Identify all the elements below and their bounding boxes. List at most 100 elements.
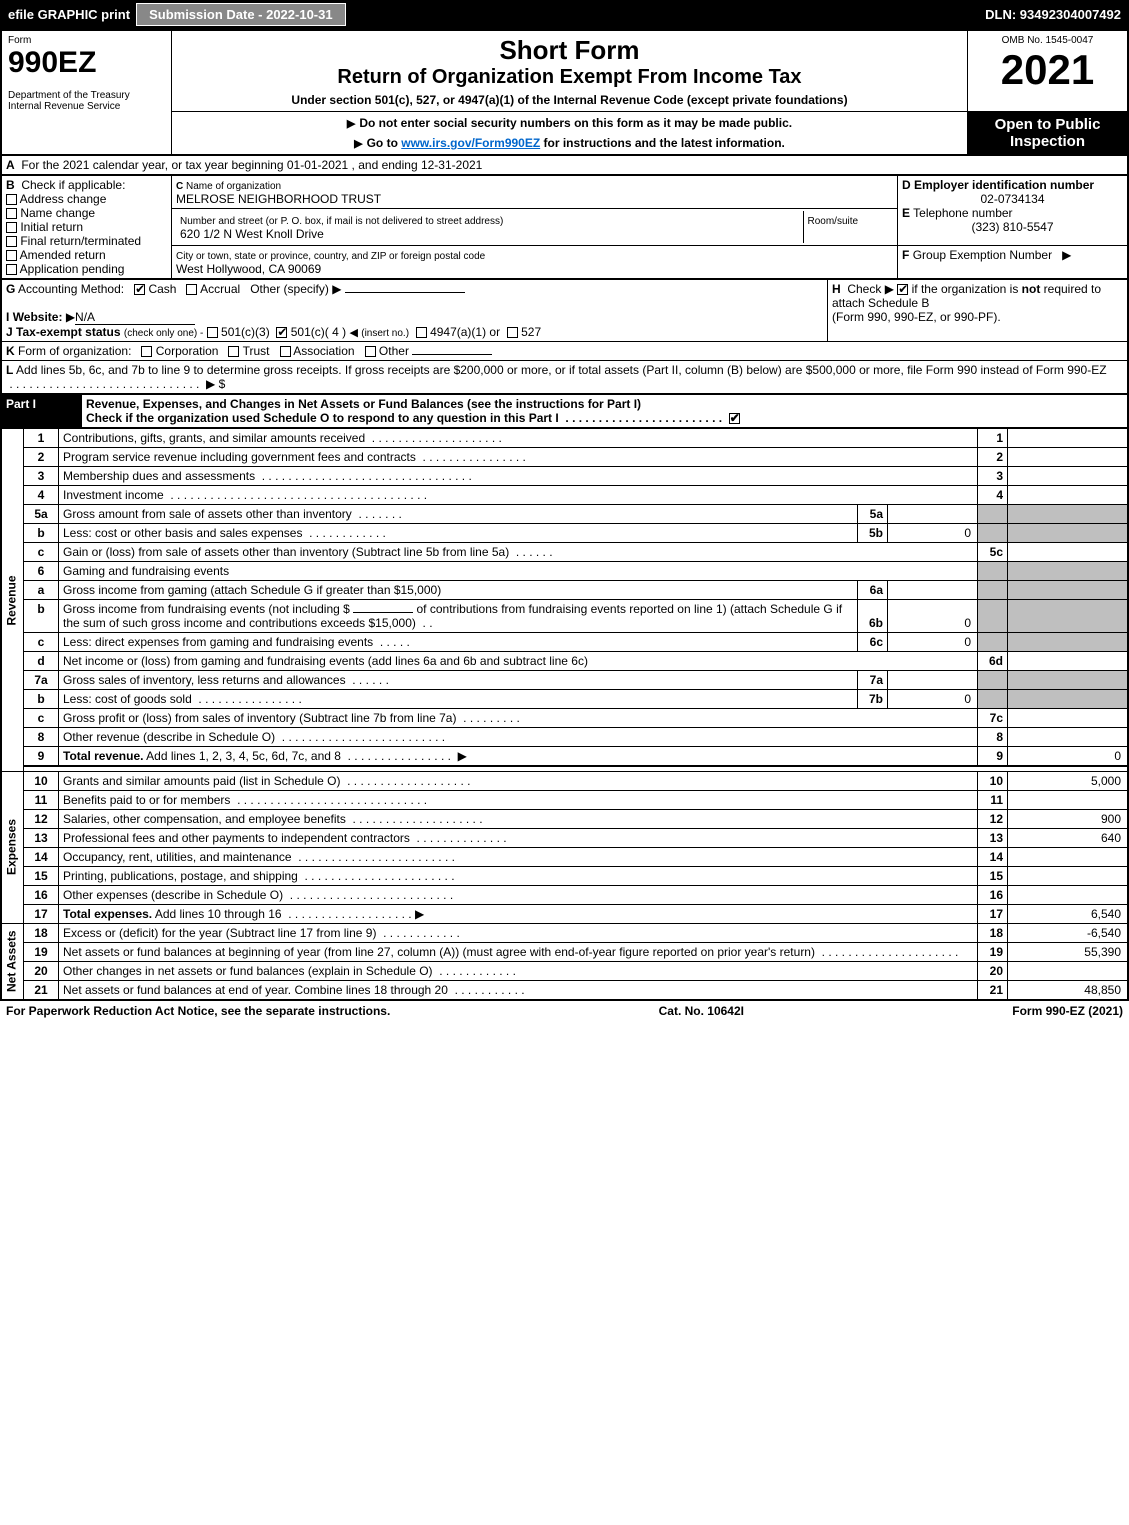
association-label: Association <box>293 344 354 358</box>
line-19-value: 55,390 <box>1008 942 1128 961</box>
line-15-text: Printing, publications, postage, and shi… <box>63 869 298 883</box>
line-2-value <box>1008 448 1128 467</box>
street-value: 620 1/2 N West Knoll Drive <box>180 227 324 241</box>
line-12-value: 900 <box>1008 809 1128 828</box>
other-org-checkbox[interactable] <box>365 346 376 357</box>
footer-left: For Paperwork Reduction Act Notice, see … <box>6 1004 390 1018</box>
line-9-box: 9 <box>978 747 1008 767</box>
line-5c-value <box>1008 543 1128 562</box>
line-6b-num: b <box>24 600 59 633</box>
form-label: Form <box>8 35 165 46</box>
corporation-checkbox[interactable] <box>141 346 152 357</box>
line-12-num: 12 <box>24 809 59 828</box>
insert-no-label: (insert no.) <box>361 328 409 339</box>
section-l-text: Add lines 5b, 6c, and 7b to line 9 to de… <box>16 363 1107 377</box>
501c3-checkbox[interactable] <box>207 327 218 338</box>
part-1-header: Part I Revenue, Expenses, and Changes in… <box>1 394 1128 428</box>
open-to-public: Open to Public Inspection <box>968 112 1128 155</box>
line-6a-ival <box>888 581 978 600</box>
opt-initial-return: Initial return <box>20 220 83 234</box>
line-20-value <box>1008 961 1128 980</box>
line-7c-box: 7c <box>978 709 1008 728</box>
line-7a-ibox: 7a <box>858 671 888 690</box>
line-1-box: 1 <box>978 429 1008 448</box>
line-17-value: 6,540 <box>1008 904 1128 923</box>
line-9-text2: Add lines 1, 2, 3, 4, 5c, 6d, 7c, and 8 <box>143 749 340 763</box>
submission-date-button[interactable]: Submission Date - 2022-10-31 <box>136 3 346 26</box>
street-label: Number and street (or P. O. box, if mail… <box>180 216 503 227</box>
line-6b-text1: Gross income from fundraising events (no… <box>63 602 350 616</box>
line-8-text: Other revenue (describe in Schedule O) <box>63 730 275 744</box>
line-2-text: Program service revenue including govern… <box>63 450 416 464</box>
name-change-checkbox[interactable] <box>6 208 17 219</box>
cash-checkbox[interactable] <box>134 284 145 295</box>
line-4-text: Investment income <box>63 488 164 502</box>
accrual-label: Accrual <box>200 282 240 296</box>
other-org-input[interactable] <box>412 354 492 355</box>
irs-link[interactable]: www.irs.gov/Form990EZ <box>401 136 540 150</box>
application-pending-checkbox[interactable] <box>6 264 17 275</box>
line-6d-value <box>1008 652 1128 671</box>
line-18-box: 18 <box>978 923 1008 942</box>
line-5b-ival: 0 <box>888 524 978 543</box>
left-arrow-icon <box>349 325 357 339</box>
4947-checkbox[interactable] <box>416 327 427 338</box>
phone-label: Telephone number <box>913 206 1012 220</box>
accounting-method-label: Accounting Method: <box>18 282 124 296</box>
line-9-value: 0 <box>1008 747 1128 767</box>
goto-pre: Go to <box>367 136 402 150</box>
under-section: Under section 501(c), 527, or 4947(a)(1)… <box>178 93 961 107</box>
amended-return-checkbox[interactable] <box>6 250 17 261</box>
initial-return-checkbox[interactable] <box>6 222 17 233</box>
line-11-num: 11 <box>24 790 59 809</box>
line-16-num: 16 <box>24 885 59 904</box>
lines-table: Revenue 1 Contributions, gifts, grants, … <box>1 428 1128 1000</box>
line-20-num: 20 <box>24 961 59 980</box>
501c4-checkbox[interactable] <box>276 327 287 338</box>
line-6b-blank[interactable] <box>353 612 413 613</box>
corporation-label: Corporation <box>156 344 219 358</box>
line-7b-ibox: 7b <box>858 690 888 709</box>
527-label: 527 <box>521 325 541 339</box>
line-14-box: 14 <box>978 847 1008 866</box>
accrual-checkbox[interactable] <box>186 284 197 295</box>
line-5c-num: c <box>24 543 59 562</box>
h-txt3: (Form 990, 990-EZ, or 990-PF). <box>832 310 1001 324</box>
address-change-checkbox[interactable] <box>6 194 17 205</box>
dept-label: Department of the Treasury Internal Reve… <box>8 90 165 112</box>
line-13-text: Professional fees and other payments to … <box>63 831 410 845</box>
other-specify-input[interactable] <box>345 292 465 293</box>
line-4-box: 4 <box>978 486 1008 505</box>
line-7b-text: Less: cost of goods sold <box>63 692 192 706</box>
association-checkbox[interactable] <box>280 346 291 357</box>
section-b-label: Check if applicable: <box>21 178 125 192</box>
cash-label: Cash <box>148 282 176 296</box>
line-12-text: Salaries, other compensation, and employ… <box>63 812 346 826</box>
line-6b-ival: 0 <box>888 600 978 633</box>
final-return-checkbox[interactable] <box>6 236 17 247</box>
short-form-title: Short Form <box>178 35 961 66</box>
netassets-vert-label: Net Assets <box>2 923 24 999</box>
schedule-b-checkbox[interactable] <box>897 284 908 295</box>
trust-checkbox[interactable] <box>228 346 239 357</box>
section-l-amount: $ <box>219 377 226 391</box>
schedule-o-checkbox[interactable] <box>729 413 740 424</box>
527-checkbox[interactable] <box>507 327 518 338</box>
footer-right-bold: 990-EZ <box>1046 1004 1085 1018</box>
footer-mid: Cat. No. 10642I <box>659 1004 744 1018</box>
no-ssn-note: Do not enter social security numbers on … <box>359 116 792 130</box>
line-15-value <box>1008 866 1128 885</box>
line-6c-ival: 0 <box>888 633 978 652</box>
line-17-text2: Add lines 10 through 16 <box>152 907 281 921</box>
org-info-table: B Check if applicable: Address change Na… <box>1 175 1128 279</box>
line-5a-num: 5a <box>24 505 59 524</box>
line-18-text: Excess or (deficit) for the year (Subtra… <box>63 926 376 940</box>
line-4-value <box>1008 486 1128 505</box>
name-of-org-label: Name of organization <box>186 181 281 192</box>
line-11-text: Benefits paid to or for members <box>63 793 230 807</box>
h-txt1: if the organization is <box>912 282 1022 296</box>
line-7a-text: Gross sales of inventory, less returns a… <box>63 673 346 687</box>
line-8-value <box>1008 728 1128 747</box>
goto-post: for instructions and the latest informat… <box>540 136 785 150</box>
line-6c-text: Less: direct expenses from gaming and fu… <box>63 635 373 649</box>
